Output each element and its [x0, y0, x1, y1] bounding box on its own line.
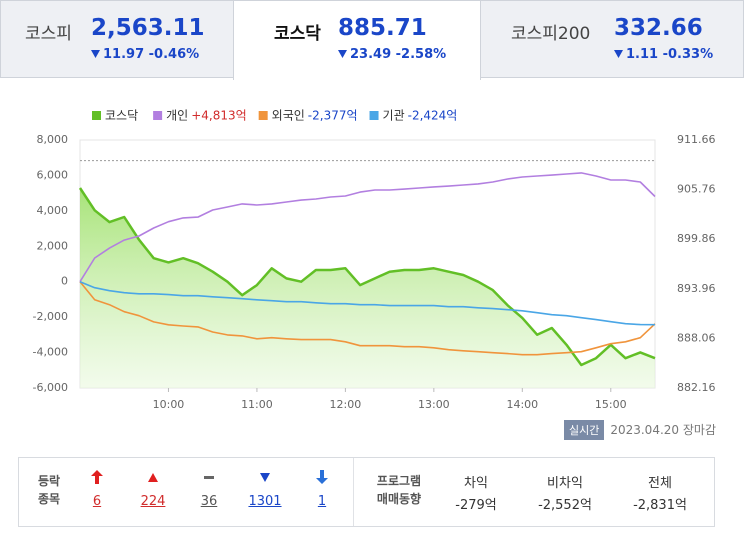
- y2-tick-label: 882.16: [677, 381, 716, 394]
- x-tick-label: 14:00: [506, 398, 538, 411]
- legend-label: 기관: [383, 109, 405, 123]
- series-line: [78, 187, 656, 367]
- y2-tick-label: 905.76: [677, 183, 716, 196]
- tab-name: 코스피200: [511, 24, 591, 44]
- series-line: [79, 281, 656, 356]
- tab-rate: -0.46%: [148, 47, 200, 62]
- tab-kosdaq[interactable]: 코스닥 885.71 23.49 -2.58%: [233, 0, 481, 80]
- legend-swatch: [258, 111, 268, 120]
- tab-change-line: 23.49 -2.58%: [338, 47, 446, 62]
- legend-swatch: [369, 111, 379, 120]
- tab-name: 코스닥: [274, 24, 321, 44]
- realtime-badge[interactable]: 실시간: [563, 420, 605, 440]
- legend-value: +4,813억: [191, 109, 246, 123]
- tab-value: 885.71: [338, 15, 427, 41]
- limit-down-icon: [316, 470, 328, 484]
- tab-rate: -2.58%: [395, 47, 447, 62]
- y2-tick-label: 893.96: [677, 282, 716, 295]
- x-tick-label: 10:00: [153, 398, 185, 411]
- down-icon: [614, 50, 623, 58]
- tab-kospi[interactable]: 코스피 2,563.11 11.97 -0.46%: [0, 0, 234, 78]
- x-tick-label: 11:00: [241, 398, 273, 411]
- series-line: [79, 280, 656, 326]
- x-tick-label: 13:00: [418, 398, 450, 411]
- down-icon: [91, 50, 100, 58]
- legend-label: 코스닥: [105, 109, 138, 123]
- series-area: [80, 188, 655, 388]
- y-tick-label: -2,000: [33, 310, 68, 323]
- count[interactable]: 36: [200, 494, 218, 509]
- y-tick-label: 8,000: [37, 133, 69, 146]
- y-tick-label: 6,000: [37, 168, 69, 181]
- count[interactable]: 6: [92, 494, 102, 509]
- x-tick-label: 12:00: [330, 398, 362, 411]
- program-name: 차익: [464, 476, 488, 491]
- limit-up-icon: [91, 470, 103, 484]
- legend-value: -2,424억: [408, 109, 458, 123]
- date: 2023.04.20: [610, 423, 680, 437]
- label-line: 프로그램: [376, 474, 422, 488]
- market-state: 장마감: [682, 423, 716, 437]
- y-tick-label: -4,000: [33, 346, 68, 359]
- legend-label: 외국인: [272, 109, 305, 123]
- up-icon: [148, 473, 158, 482]
- down-icon: [338, 50, 347, 58]
- count[interactable]: 1: [317, 494, 327, 509]
- program-value: -279억: [455, 498, 497, 513]
- tab-change: 1.11: [626, 47, 659, 62]
- down-icon: [260, 473, 270, 482]
- tab-rate: -0.33%: [662, 47, 714, 62]
- chart: -6,000 -4,000 -2,000 0 2,000 4,000 6,000 8,000 8…: [33, 109, 716, 412]
- tab-value: 2,563.11: [91, 15, 205, 41]
- tab-kospi200[interactable]: 코스피200 332.66 1.11 -0.33%: [480, 0, 744, 78]
- program-name: 비차익: [547, 476, 583, 491]
- count[interactable]: 224: [140, 494, 166, 509]
- tab-change: 23.49: [350, 47, 392, 62]
- legend-label: 개인: [166, 109, 188, 123]
- y2-tick-label: 911.66: [677, 133, 716, 146]
- tab-name: 코스피: [25, 24, 72, 44]
- tab-change-line: 11.97 -0.46%: [91, 47, 199, 62]
- y-tick-label: 2,000: [37, 239, 69, 252]
- tab-change-line: 1.11 -0.33%: [614, 47, 713, 62]
- label-line: 매매동향: [376, 492, 422, 506]
- label-line: 등락: [37, 474, 61, 488]
- divider: [353, 458, 354, 526]
- legend-swatch: [153, 111, 163, 120]
- flat-icon: [204, 476, 214, 479]
- count[interactable]: 1301: [248, 494, 282, 509]
- x-tick-label: 15:00: [595, 398, 627, 411]
- y2-tick-label: 888.06: [677, 331, 716, 344]
- y-tick-label: 4,000: [37, 204, 69, 217]
- series-line: [79, 172, 656, 283]
- legend-swatch: [92, 111, 101, 120]
- label-line: 종목: [37, 492, 61, 506]
- program-value: -2,552억: [538, 498, 592, 513]
- y2-tick-label: 899.86: [677, 232, 716, 245]
- program-value: -2,831억: [633, 498, 687, 513]
- program-name: 전체: [648, 476, 672, 491]
- tab-value: 332.66: [614, 15, 703, 41]
- legend-value: -2,377억: [308, 109, 358, 123]
- y-tick-label: 0: [61, 275, 68, 288]
- tab-change: 11.97: [103, 47, 145, 62]
- status: 실시간 2023.04.20 장마감: [563, 420, 716, 440]
- y-tick-label: -6,000: [33, 381, 68, 394]
